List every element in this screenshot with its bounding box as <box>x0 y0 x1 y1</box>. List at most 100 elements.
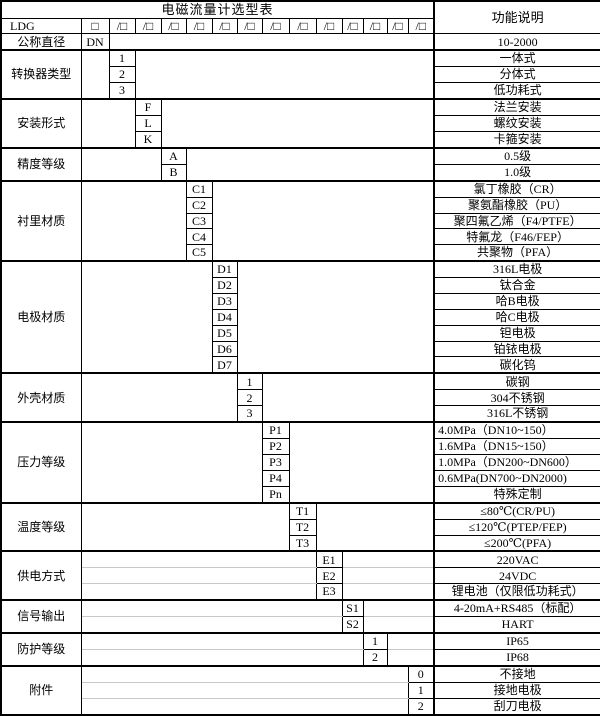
description-cell: 螺纹安装 <box>433 115 600 132</box>
code-cell: D5 <box>212 325 238 342</box>
category-cell: 附件 <box>1 666 82 716</box>
code-cell: P4 <box>262 470 290 487</box>
code-cell: L <box>135 115 162 132</box>
filler-cell <box>109 33 435 52</box>
description-cell: 低功耗式 <box>433 82 600 101</box>
code-cell: 1 <box>109 50 136 68</box>
code-cell: Pn <box>262 486 290 504</box>
description-cell: 氯丁橡胶（CR） <box>433 180 600 198</box>
model-slot-cell: /□ <box>212 18 238 35</box>
code-cell: B <box>161 164 187 182</box>
filler-cell <box>81 698 409 716</box>
model-box-cell: □ <box>81 18 110 35</box>
code-cell: S2 <box>342 616 364 635</box>
category-cell: 安装形式 <box>1 99 82 149</box>
description-cell: 220VAC <box>433 551 600 569</box>
filler-cell <box>342 567 435 585</box>
code-cell: 2 <box>408 698 435 716</box>
description-cell: 刮刀电极 <box>433 698 600 716</box>
code-cell: 2 <box>237 389 263 407</box>
description-cell: 304不锈钢 <box>433 389 600 407</box>
description-cell: 铂铱电极 <box>433 341 600 358</box>
code-cell: T2 <box>289 519 317 536</box>
category-cell: 外壳材质 <box>1 373 82 424</box>
description-cell: 4-20mA+RS485（标配） <box>433 600 600 618</box>
code-cell: T1 <box>289 502 317 520</box>
description-cell: ≤200℃(PFA) <box>433 535 600 553</box>
description-cell: 哈B电极 <box>433 293 600 310</box>
description-cell: 卡箍安装 <box>433 131 600 149</box>
description-cell: 钽电极 <box>433 325 600 342</box>
code-cell: 2 <box>363 649 388 668</box>
filler-cell <box>81 422 263 504</box>
filler-cell <box>81 502 290 553</box>
filler-cell <box>81 682 409 699</box>
category-cell: 信号输出 <box>1 600 82 635</box>
model-slot-cell: /□ <box>387 18 409 35</box>
code-cell: D6 <box>212 341 238 358</box>
description-cell: 24VDC <box>433 567 600 585</box>
description-cell: HART <box>433 616 600 635</box>
filler-cell <box>186 147 435 182</box>
description-cell: IP68 <box>433 649 600 668</box>
code-cell: C4 <box>186 228 213 246</box>
code-cell: A <box>161 147 187 165</box>
model-slot-cell: /□ <box>408 18 435 35</box>
filler-cell <box>81 567 317 585</box>
code-cell: 1 <box>363 633 388 651</box>
model-slot-cell: /□ <box>363 18 388 35</box>
code-cell: 1 <box>237 373 263 391</box>
description-cell: 碳钢 <box>433 373 600 391</box>
filler-cell <box>81 616 343 635</box>
category-cell: 衬里材质 <box>1 180 82 263</box>
filler-cell <box>342 551 435 569</box>
category-cell: 公称直径 <box>1 33 82 52</box>
description-cell: IP65 <box>433 633 600 651</box>
description-cell: 分体式 <box>433 66 600 84</box>
model-slot-cell: /□ <box>289 18 317 35</box>
code-cell: E2 <box>316 567 343 585</box>
model-prefix-cell: LDG <box>1 18 82 35</box>
category-cell: 供电方式 <box>1 551 82 602</box>
code-cell: E3 <box>316 583 343 602</box>
model-slot-cell: /□ <box>262 18 290 35</box>
filler-cell <box>81 261 213 375</box>
code-cell: C5 <box>186 244 213 263</box>
description-cell: 哈C电极 <box>433 309 600 326</box>
filler-cell <box>81 50 110 101</box>
code-cell: D1 <box>212 261 238 279</box>
description-cell: ≤120℃(PTEP/FEP) <box>433 519 600 536</box>
description-cell: 10-2000 <box>433 33 600 52</box>
filler-cell <box>161 99 435 149</box>
code-cell: D7 <box>212 356 238 375</box>
description-cell: 锂电池（仅限低功耗式） <box>433 583 600 602</box>
filler-cell <box>81 99 136 149</box>
description-cell: 1.6MPa（DN15~150） <box>433 438 600 456</box>
code-cell: P3 <box>262 454 290 471</box>
code-cell: E1 <box>316 551 343 569</box>
model-slot-cell: /□ <box>109 18 136 35</box>
code-cell: 3 <box>237 405 263 424</box>
description-cell: 0.5级 <box>433 147 600 165</box>
description-cell: 316L不锈钢 <box>433 405 600 424</box>
filler-cell <box>262 373 435 424</box>
code-cell: 2 <box>109 66 136 84</box>
table-title: 电磁流量计选型表 <box>1 1 435 19</box>
function-column-header: 功能说明 <box>433 1 600 35</box>
filler-cell <box>289 422 435 504</box>
description-cell: 钛合金 <box>433 277 600 295</box>
category-cell: 精度等级 <box>1 147 82 182</box>
filler-cell <box>81 666 409 683</box>
description-cell: 0.6MPa(DN700~DN2000) <box>433 470 600 487</box>
code-cell: C3 <box>186 213 213 230</box>
code-cell: 1 <box>408 682 435 699</box>
code-cell: D4 <box>212 309 238 326</box>
filler-cell <box>81 600 343 618</box>
description-cell: 4.0MPa（DN10~150） <box>433 422 600 440</box>
description-cell: 特殊定制 <box>433 486 600 504</box>
filler-cell <box>363 600 435 618</box>
filler-cell <box>387 649 435 668</box>
model-slot-cell: /□ <box>342 18 364 35</box>
category-cell: 压力等级 <box>1 422 82 504</box>
description-cell: 聚四氟乙烯（F4/PTFE） <box>433 213 600 230</box>
